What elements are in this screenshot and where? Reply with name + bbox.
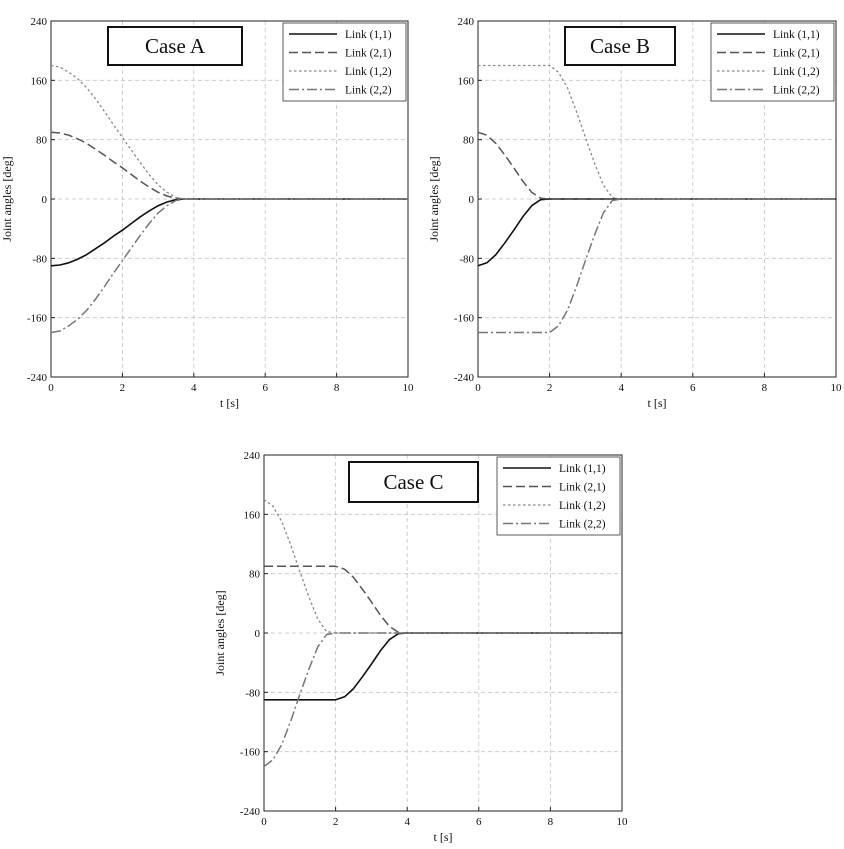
legend-label: Link (2,1) bbox=[345, 48, 392, 60]
legend-label: Link (1,1) bbox=[559, 463, 606, 475]
x-tick-label: 10 bbox=[831, 382, 843, 394]
legend: Link (1,1) Link (2,1) Link (1,2) Link (2,2) bbox=[496, 456, 621, 536]
x-tick-label: 2 bbox=[547, 382, 553, 394]
y-tick-label: 80 bbox=[36, 135, 48, 147]
y-tick-label: -240 bbox=[240, 806, 261, 818]
y-tick-label: 0 bbox=[255, 628, 261, 640]
legend-label: Link (2,2) bbox=[345, 85, 392, 97]
legend-label: Link (2,1) bbox=[773, 48, 820, 60]
y-tick-label: 240 bbox=[31, 16, 48, 28]
case-label: Case A bbox=[145, 34, 206, 58]
x-tick-label: 8 bbox=[762, 382, 768, 394]
legend-box bbox=[496, 456, 621, 536]
legend-label: Link (1,2) bbox=[773, 66, 820, 78]
x-axis-label: t [s] bbox=[648, 396, 667, 410]
series-lines bbox=[50, 64, 408, 334]
chart-panel-case-b: 0 2 4 6 8 10 -240 -160 -80 0 80 160 240 t [s] Joint an… bbox=[427, 16, 842, 410]
y-tick-label: 80 bbox=[463, 135, 475, 147]
y-axis-label: Joint angles [deg] bbox=[0, 156, 14, 241]
y-tick-label: 160 bbox=[31, 75, 48, 87]
y-tick-label: 160 bbox=[244, 509, 261, 521]
legend-label: Link (1,1) bbox=[773, 29, 820, 41]
legend-box bbox=[710, 22, 835, 102]
x-tick-label: 6 bbox=[690, 382, 696, 394]
series-lines bbox=[477, 64, 836, 334]
x-tick-label: 8 bbox=[334, 382, 340, 394]
chart-panel-case-c: 0 2 4 6 8 10 -240 -160 -80 0 80 160 240 t [s] Joint an… bbox=[213, 450, 628, 844]
x-tick-label: 6 bbox=[262, 382, 268, 394]
y-tick-label: 240 bbox=[244, 450, 261, 462]
case-label-box: Case B bbox=[564, 26, 676, 66]
y-tick-label: -160 bbox=[454, 313, 475, 325]
x-tick-label: 4 bbox=[404, 816, 410, 828]
y-tick-label: 240 bbox=[458, 16, 475, 28]
x-tick-label: 2 bbox=[120, 382, 126, 394]
x-tick-label: 0 bbox=[48, 382, 54, 394]
series-line bbox=[264, 565, 622, 634]
y-tick-label: 0 bbox=[42, 194, 48, 206]
x-tick-label: 4 bbox=[191, 382, 197, 394]
series-lines bbox=[263, 498, 622, 768]
y-tick-label: -80 bbox=[245, 687, 260, 699]
case-label: Case B bbox=[590, 34, 650, 58]
y-tick-label: 0 bbox=[469, 194, 475, 206]
case-label-frame bbox=[564, 26, 676, 66]
y-tick-label: 80 bbox=[249, 569, 261, 581]
x-tick-label: 0 bbox=[261, 816, 267, 828]
y-tick-label: -240 bbox=[27, 372, 48, 384]
legend: Link (1,1) Link (2,1) Link (1,2) Link (2,2) bbox=[710, 22, 835, 102]
legend-label: Link (2,1) bbox=[559, 482, 606, 494]
case-label-box: Case C bbox=[348, 461, 479, 503]
series-line bbox=[264, 632, 622, 701]
x-axis-label: t [s] bbox=[434, 830, 453, 844]
series-line bbox=[50, 131, 408, 200]
y-axis-label: Joint angles [deg] bbox=[427, 156, 441, 241]
x-tick-label: 10 bbox=[403, 382, 415, 394]
x-tick-label: 4 bbox=[618, 382, 624, 394]
y-tick-label: -80 bbox=[32, 253, 47, 265]
case-label-frame bbox=[348, 461, 479, 503]
series-line bbox=[50, 198, 408, 267]
x-tick-label: 8 bbox=[548, 816, 554, 828]
legend-label: Link (1,2) bbox=[345, 66, 392, 78]
series-line bbox=[477, 131, 836, 200]
y-tick-label: -240 bbox=[454, 372, 475, 384]
x-tick-label: 6 bbox=[476, 816, 482, 828]
legend-label: Link (2,2) bbox=[773, 85, 820, 97]
legend-label: Link (2,2) bbox=[559, 519, 606, 531]
x-tick-label: 2 bbox=[333, 816, 339, 828]
series-line bbox=[477, 198, 836, 267]
series-line bbox=[263, 498, 622, 634]
case-label: Case C bbox=[383, 470, 443, 494]
case-label-frame bbox=[107, 26, 243, 66]
y-tick-label: -160 bbox=[27, 313, 48, 325]
legend-label: Link (1,1) bbox=[345, 29, 392, 41]
series-line bbox=[50, 198, 408, 334]
legend: Link (1,1) Link (2,1) Link (1,2) Link (2,2) bbox=[282, 22, 407, 102]
y-tick-label: -160 bbox=[240, 747, 261, 759]
x-axis-label: t [s] bbox=[220, 396, 239, 410]
case-label-box: Case A bbox=[107, 26, 243, 66]
y-tick-label: -80 bbox=[459, 253, 474, 265]
legend-box bbox=[282, 22, 407, 102]
y-axis-label: Joint angles [deg] bbox=[213, 590, 227, 675]
x-tick-label: 0 bbox=[475, 382, 481, 394]
y-tick-label: 160 bbox=[458, 75, 475, 87]
series-line bbox=[50, 64, 408, 200]
series-line bbox=[263, 632, 622, 768]
legend-label: Link (1,2) bbox=[559, 500, 606, 512]
series-line bbox=[478, 198, 836, 334]
x-tick-label: 10 bbox=[617, 816, 629, 828]
chart-panel-case-a: 0 2 4 6 8 10 -240 -160 -80 0 80 160 240 t [s] Joint an… bbox=[0, 16, 414, 410]
